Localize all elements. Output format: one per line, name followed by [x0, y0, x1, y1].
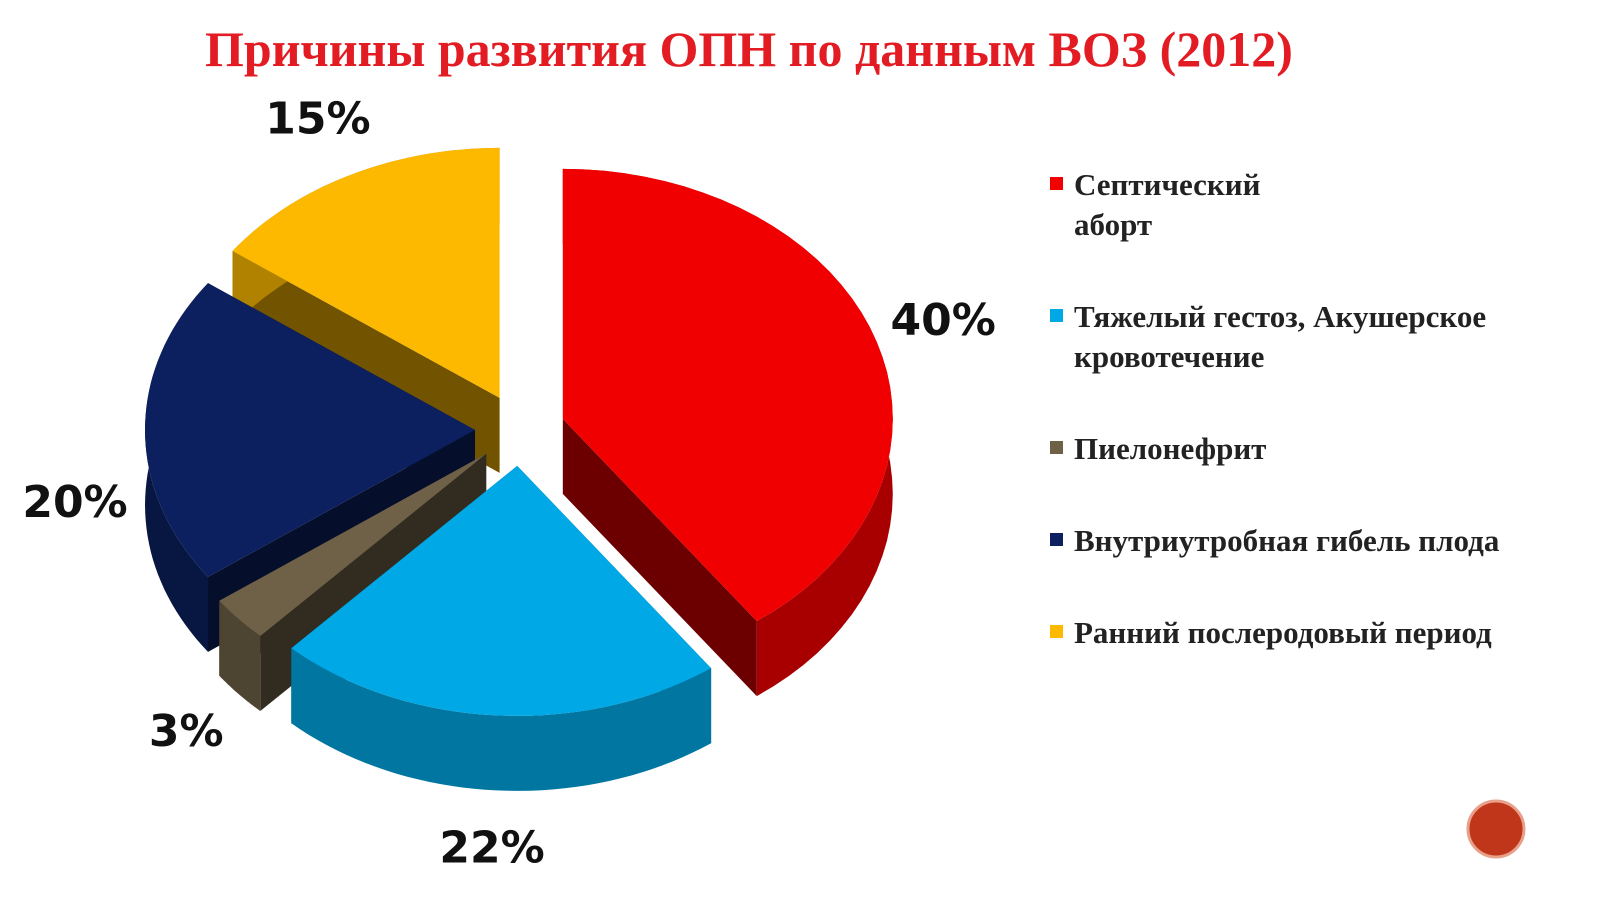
- nav-button: [1466, 799, 1526, 859]
- legend: Септический аборт Тяжелый гестоз, Акушерс…: [1048, 165, 1508, 653]
- legend-swatch: [1050, 441, 1063, 454]
- slice: [291, 465, 712, 716]
- legend-item: Тяжелый гестоз, Акушерское кровотечение: [1048, 297, 1514, 377]
- chart-title: Причины развития ОПН по данным ВОЗ (2012…: [205, 21, 1293, 77]
- slice: [232, 147, 500, 398]
- slice-wall: [219, 600, 261, 711]
- legend-label: Ранний послеродовый период: [1074, 615, 1492, 650]
- data-label: 40%: [891, 295, 996, 346]
- data-label: 20%: [22, 477, 127, 528]
- data-label: 22%: [439, 822, 544, 873]
- slice-side: [219, 453, 487, 676]
- slice: [291, 465, 712, 791]
- legend-swatch: [1050, 309, 1063, 322]
- legend-label: Пиелонефрит: [1074, 431, 1267, 466]
- legend-item: Ранний послеродовый период: [1048, 613, 1514, 653]
- slice: [562, 168, 893, 697]
- pie-chart: 40% 22% 3% 20% 15%: [22, 94, 996, 874]
- legend-item: Пиелонефрит: [1048, 429, 1304, 469]
- data-label: 15%: [265, 94, 370, 145]
- slice: [145, 283, 475, 577]
- legend-label: Септический аборт: [1074, 167, 1261, 242]
- legend-item: Септический аборт: [1048, 165, 1324, 245]
- slice-wall: [291, 648, 712, 791]
- slice-side: [562, 418, 757, 697]
- legend-label: Тяжелый гестоз, Акушерское кровотечение: [1074, 299, 1487, 374]
- data-label: 3%: [149, 706, 224, 757]
- legend-label: Внутриутробная гибель плода: [1074, 523, 1500, 558]
- legend-swatch: [1050, 533, 1063, 546]
- slice: [219, 453, 487, 636]
- legend-swatch: [1050, 625, 1063, 638]
- legend-item: Внутриутробная гибель плода: [1048, 521, 1514, 561]
- nav-circle: [1466, 799, 1526, 859]
- slice: [562, 168, 893, 622]
- legend-swatch: [1050, 177, 1063, 190]
